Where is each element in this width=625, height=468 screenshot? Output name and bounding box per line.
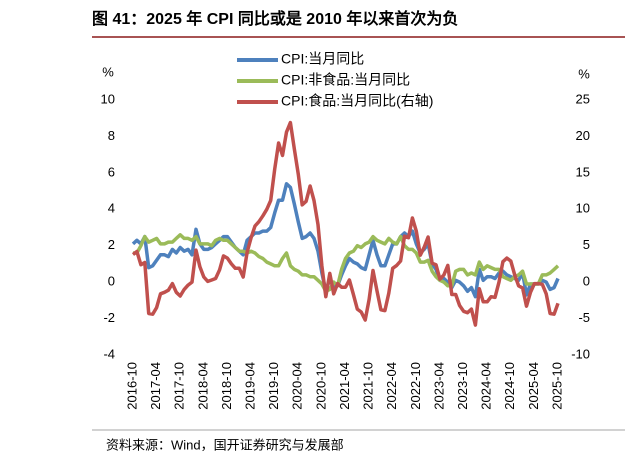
- y-tick-label: -4: [103, 346, 115, 361]
- x-tick-label: 2024-04: [479, 362, 494, 410]
- x-tick-label: 2018-04: [195, 362, 210, 410]
- y-tick-label: 0: [108, 274, 115, 289]
- legend-label: CPI:食品:当月同比(右轴): [281, 93, 433, 109]
- chart-title: 图 41：2025 年 CPI 同比或是 2010 年以来首次为负: [92, 9, 458, 28]
- series-line: [131, 120, 560, 327]
- x-tick-label: 2018-10: [219, 362, 234, 410]
- x-tick-label: 2020-04: [290, 362, 305, 410]
- x-tick-label: 2022-10: [408, 362, 423, 410]
- legend-label: CPI:非食品:当月同比: [281, 72, 410, 88]
- y-tick-label: 4: [108, 201, 115, 216]
- x-tick-label: 2017-10: [172, 362, 187, 410]
- y2-unit: %: [578, 66, 590, 81]
- y-tick-label: 6: [108, 164, 115, 179]
- legend-label: CPI:当月同比: [281, 51, 364, 67]
- series-line: [133, 233, 560, 294]
- y2-tick-label: 10: [576, 201, 590, 216]
- y-tick-label: 10: [101, 91, 115, 106]
- x-tick-label: 2020-10: [313, 362, 328, 410]
- x-tick-label: 2025-10: [549, 362, 564, 410]
- y-tick-label: 2: [108, 237, 115, 252]
- y2-tick-label: 0: [583, 274, 590, 289]
- x-tick-label: 2023-10: [455, 362, 470, 410]
- y-tick-label: -2: [103, 310, 115, 325]
- y-unit: %: [102, 64, 114, 79]
- x-tick-label: 2023-04: [431, 362, 446, 410]
- x-tick-label: 2024-10: [502, 362, 517, 410]
- y2-tick-label: 5: [583, 237, 590, 252]
- y2-tick-label: -10: [571, 346, 590, 361]
- y2-tick-label: 25: [576, 91, 590, 106]
- x-tick-label: 2016-10: [124, 362, 139, 410]
- series-line: [131, 182, 560, 299]
- x-tick-label: 2021-04: [337, 362, 352, 410]
- y-tick-label: 8: [108, 128, 115, 143]
- x-tick-label: 2019-04: [242, 362, 257, 410]
- y2-tick-label: 15: [576, 164, 590, 179]
- x-tick-label: 2025-04: [526, 362, 541, 410]
- source: 资料来源：Wind，国开证券研究与发展部: [106, 437, 344, 452]
- x-tick-label: 2022-04: [384, 362, 399, 410]
- x-tick-label: 2019-10: [266, 362, 281, 410]
- y2-tick-label: 20: [576, 128, 590, 143]
- y2-tick-label: -5: [578, 310, 590, 325]
- x-tick-label: 2021-10: [361, 362, 376, 410]
- x-tick-label: 2017-04: [148, 362, 163, 410]
